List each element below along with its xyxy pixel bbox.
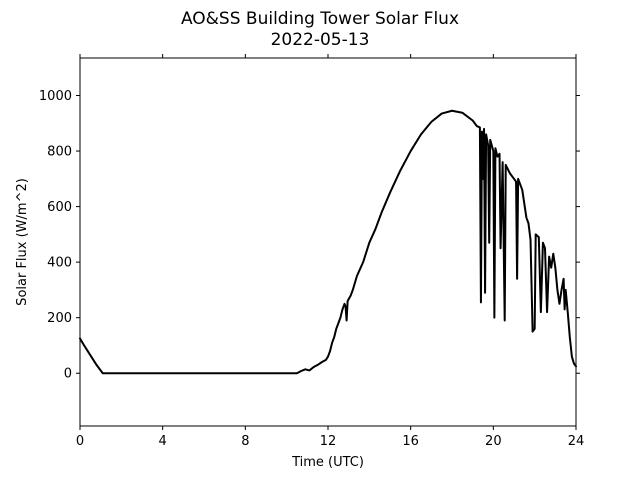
x-axis-label: Time (UTC) bbox=[291, 455, 364, 470]
x-tick-label: 8 bbox=[241, 434, 249, 449]
series-line-0 bbox=[79, 109, 577, 375]
x-axis-ticks: 0 4 8 12 16 20 24 bbox=[76, 54, 584, 449]
y-tick-label: 600 bbox=[47, 200, 72, 215]
x-tick-label: 12 bbox=[320, 434, 337, 449]
plot-area bbox=[79, 109, 577, 375]
y-tick-label: 200 bbox=[47, 311, 72, 326]
chart-subtitle: 2022-05-13 bbox=[271, 30, 370, 50]
y-tick-label: 1000 bbox=[39, 89, 72, 104]
y-tick-label: 400 bbox=[47, 256, 72, 271]
x-tick-label: 16 bbox=[402, 434, 419, 449]
x-tick-label: 4 bbox=[159, 434, 167, 449]
y-axis-label: Solar Flux (W/m^2) bbox=[15, 178, 30, 306]
y-axis-ticks: 0 200 400 600 800 1000 bbox=[39, 89, 580, 382]
y-tick-label: 0 bbox=[64, 367, 72, 382]
chart-title: AO&SS Building Tower Solar Flux bbox=[181, 9, 459, 29]
x-tick-label: 24 bbox=[568, 434, 585, 449]
x-tick-label: 20 bbox=[485, 434, 502, 449]
x-tick-label: 0 bbox=[76, 434, 84, 449]
y-tick-label: 800 bbox=[47, 145, 72, 160]
